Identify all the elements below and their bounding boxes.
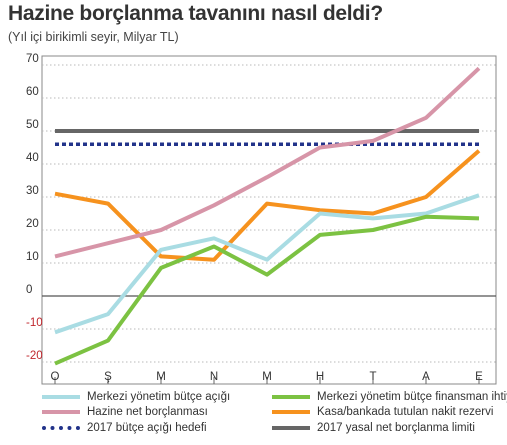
legend-item: 2017 yasal net borçlanma limiti [272,420,475,436]
legend-swatch [42,395,80,399]
legend-swatch [42,410,80,414]
y-tick-label: 60 [26,86,39,98]
y-tick-label: 50 [26,119,39,131]
legend-label: Merkezi yönetim bütçe finansman ihtiyacı [317,391,507,403]
series-line-1 [54,214,480,366]
x-tick-label: E [475,371,483,383]
x-tick-label: O [51,371,60,383]
x-tick-label: M [156,371,166,383]
series-line-0 [54,193,480,335]
legend-item: Hazine net borçlanması [42,404,208,420]
legend-item: 2017 bütçe açığı hedefi [42,420,207,436]
chart-subtitle: (Yıl içi birikimli seyir, Milyar TL) [8,30,179,44]
x-tick-label: H [316,371,324,383]
legend-item: Merkezi yönetim bütçe finansman ihtiyacı [272,389,507,405]
legend-swatch [272,395,310,399]
y-tick-label: 30 [26,185,39,197]
legend-swatch [42,426,80,430]
series-line-2 [54,66,481,259]
y-tick-label: -10 [26,317,43,329]
x-tick-label: N [210,371,218,383]
legend-item: Kasa/bankada tutulan nakit rezervi [272,404,493,420]
legend-label: Hazine net borçlanması [87,406,208,418]
x-tick-label: Ş [104,371,112,383]
legend-label: Kasa/bankada tutulan nakit rezervi [317,406,494,418]
x-tick-label: A [422,371,430,383]
y-tick-label: -20 [26,350,43,362]
x-tick-label: T [369,371,376,383]
legend-swatch [272,410,310,414]
series-line-3 [54,149,481,262]
x-tick-label: M [262,371,272,383]
chart-title: Hazine borçlanma tavanını nasıl deldi? [8,2,383,25]
legend-label: 2017 bütçe açığı hedefi [87,422,207,434]
y-tick-label: 40 [26,152,39,164]
y-tick-label: 70 [26,53,39,65]
legend-swatch [272,426,310,430]
y-tick-label: 0 [26,284,32,296]
legend-item: Merkezi yönetim bütçe açığı [42,389,230,405]
legend-label: Merkezi yönetim bütçe açığı [87,391,231,403]
legend-label: 2017 yasal net borçlanma limiti [317,422,475,434]
y-tick-label: 20 [26,218,39,230]
chart-legend: Merkezi yönetim bütçe açığı Merkezi yönet… [42,387,507,437]
y-tick-label: 10 [26,251,39,263]
